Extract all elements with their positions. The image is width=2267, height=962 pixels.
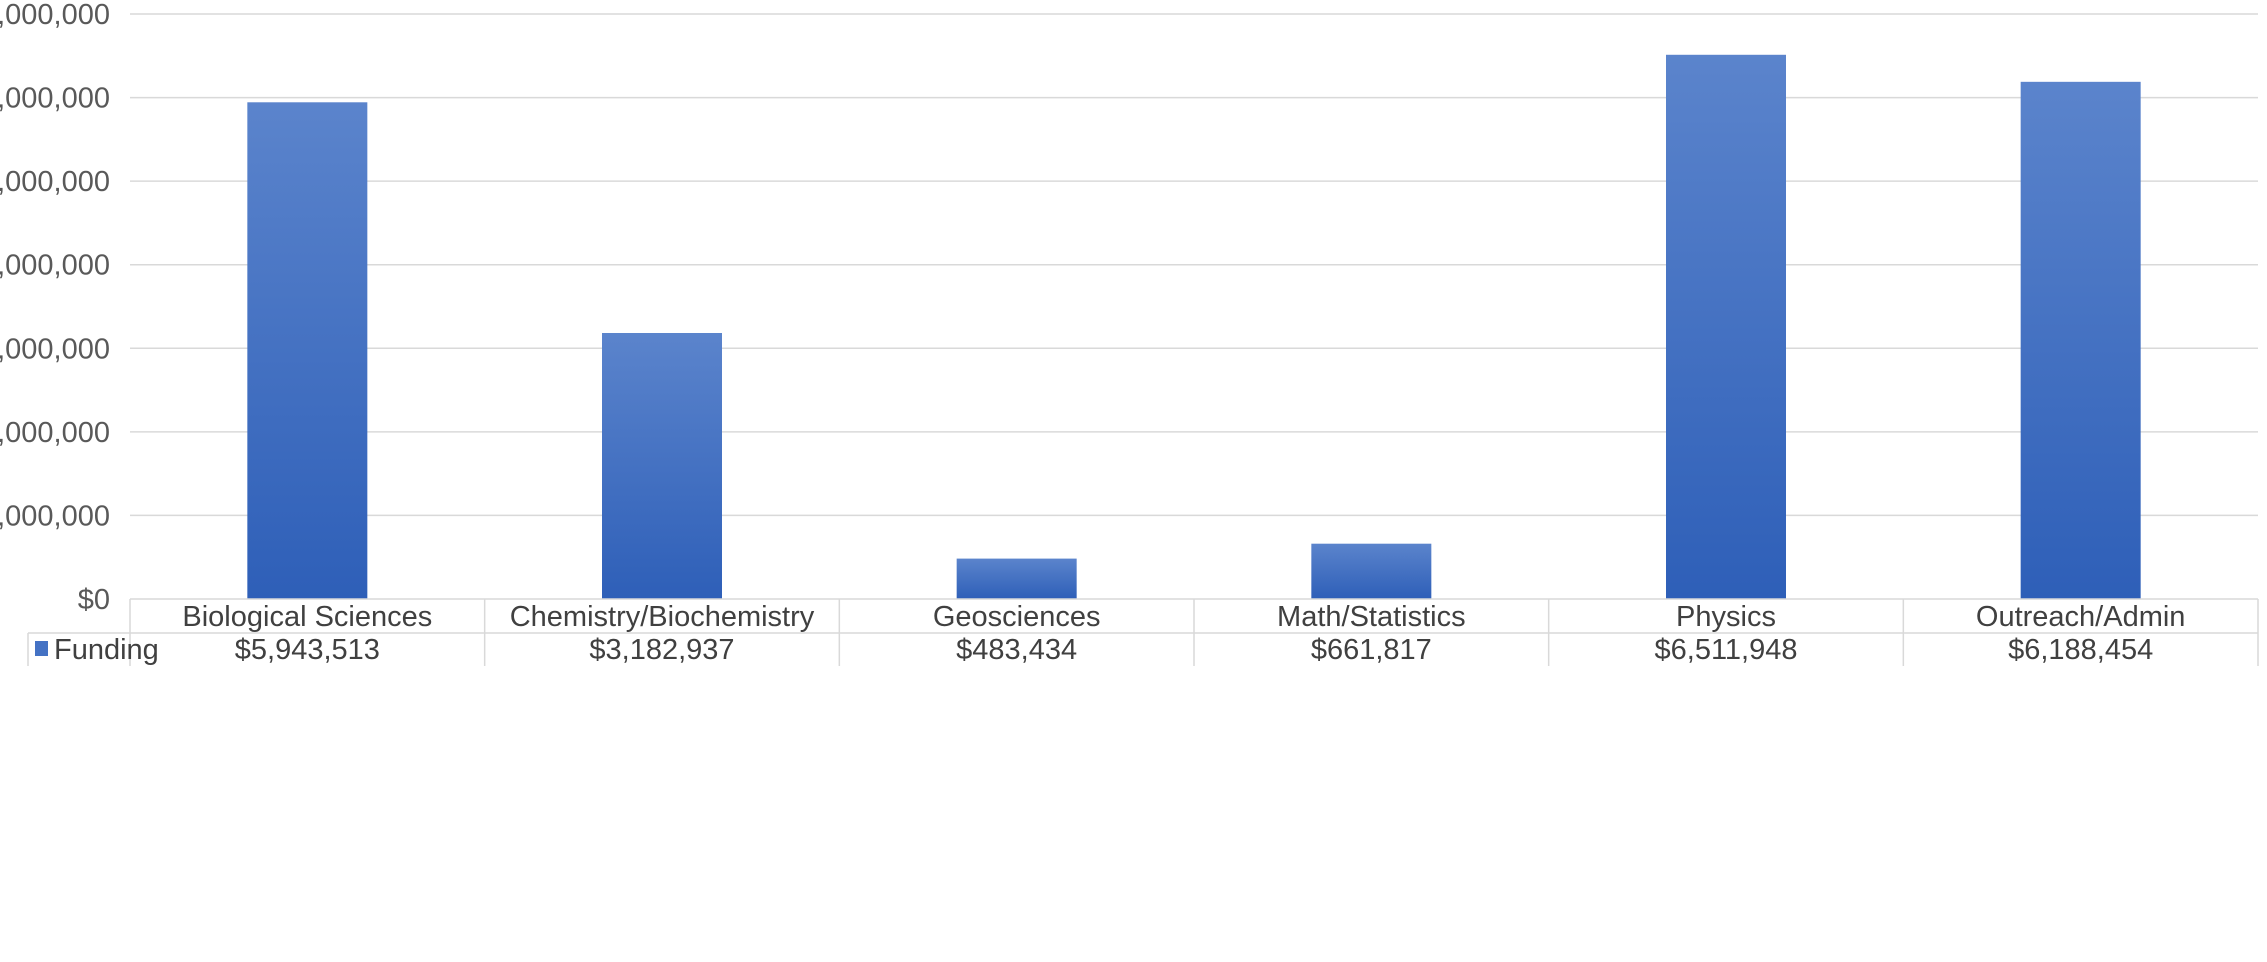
- data-value-label: $6,511,948: [1655, 634, 1798, 666]
- legend-series-name: Funding: [54, 634, 159, 666]
- x-category-label: Math/Statistics: [1277, 601, 1466, 633]
- bar: [602, 332, 722, 599]
- y-tick-label: $0: [78, 584, 110, 616]
- bars: [247, 54, 2141, 600]
- data-value-label: $6,188,454: [2008, 634, 2153, 666]
- y-tick-label: $6,000,000: [0, 83, 110, 115]
- data-value-label: $5,943,513: [235, 634, 380, 666]
- y-tick-label: $4,000,000: [0, 250, 110, 282]
- y-tick-label: $5,000,000: [0, 166, 110, 198]
- bar: [2020, 81, 2141, 599]
- x-category-label: Biological Sciences: [182, 601, 432, 633]
- data-value-label: $483,434: [956, 634, 1077, 666]
- data-value-label: $3,182,937: [589, 634, 734, 666]
- y-tick-label: $7,000,000: [0, 0, 110, 31]
- y-tick-label: $1,000,000: [0, 500, 110, 532]
- bar: [247, 102, 368, 600]
- data-value-label: $661,817: [1311, 634, 1432, 666]
- x-category-label: Chemistry/Biochemistry: [510, 601, 815, 633]
- x-category-label: Geosciences: [933, 601, 1101, 633]
- y-tick-label: $2,000,000: [0, 417, 110, 449]
- y-axis-tick-labels: $0 $1,000,000 $2,000,000 $3,000,000 $4,000,0…: [0, 0, 110, 616]
- bar: [956, 558, 1077, 599]
- y-tick-label: $3,000,000: [0, 333, 110, 365]
- gridlines: [130, 13, 2258, 517]
- x-category-label: Physics: [1676, 601, 1776, 633]
- x-category-label: Outreach/Admin: [1976, 601, 2186, 633]
- legend-swatch: [35, 641, 48, 656]
- bar: [1311, 543, 1432, 599]
- data-table: Funding Biological Sciences$5,943,513 Chem…: [27, 598, 2259, 666]
- bar: [1666, 54, 1786, 599]
